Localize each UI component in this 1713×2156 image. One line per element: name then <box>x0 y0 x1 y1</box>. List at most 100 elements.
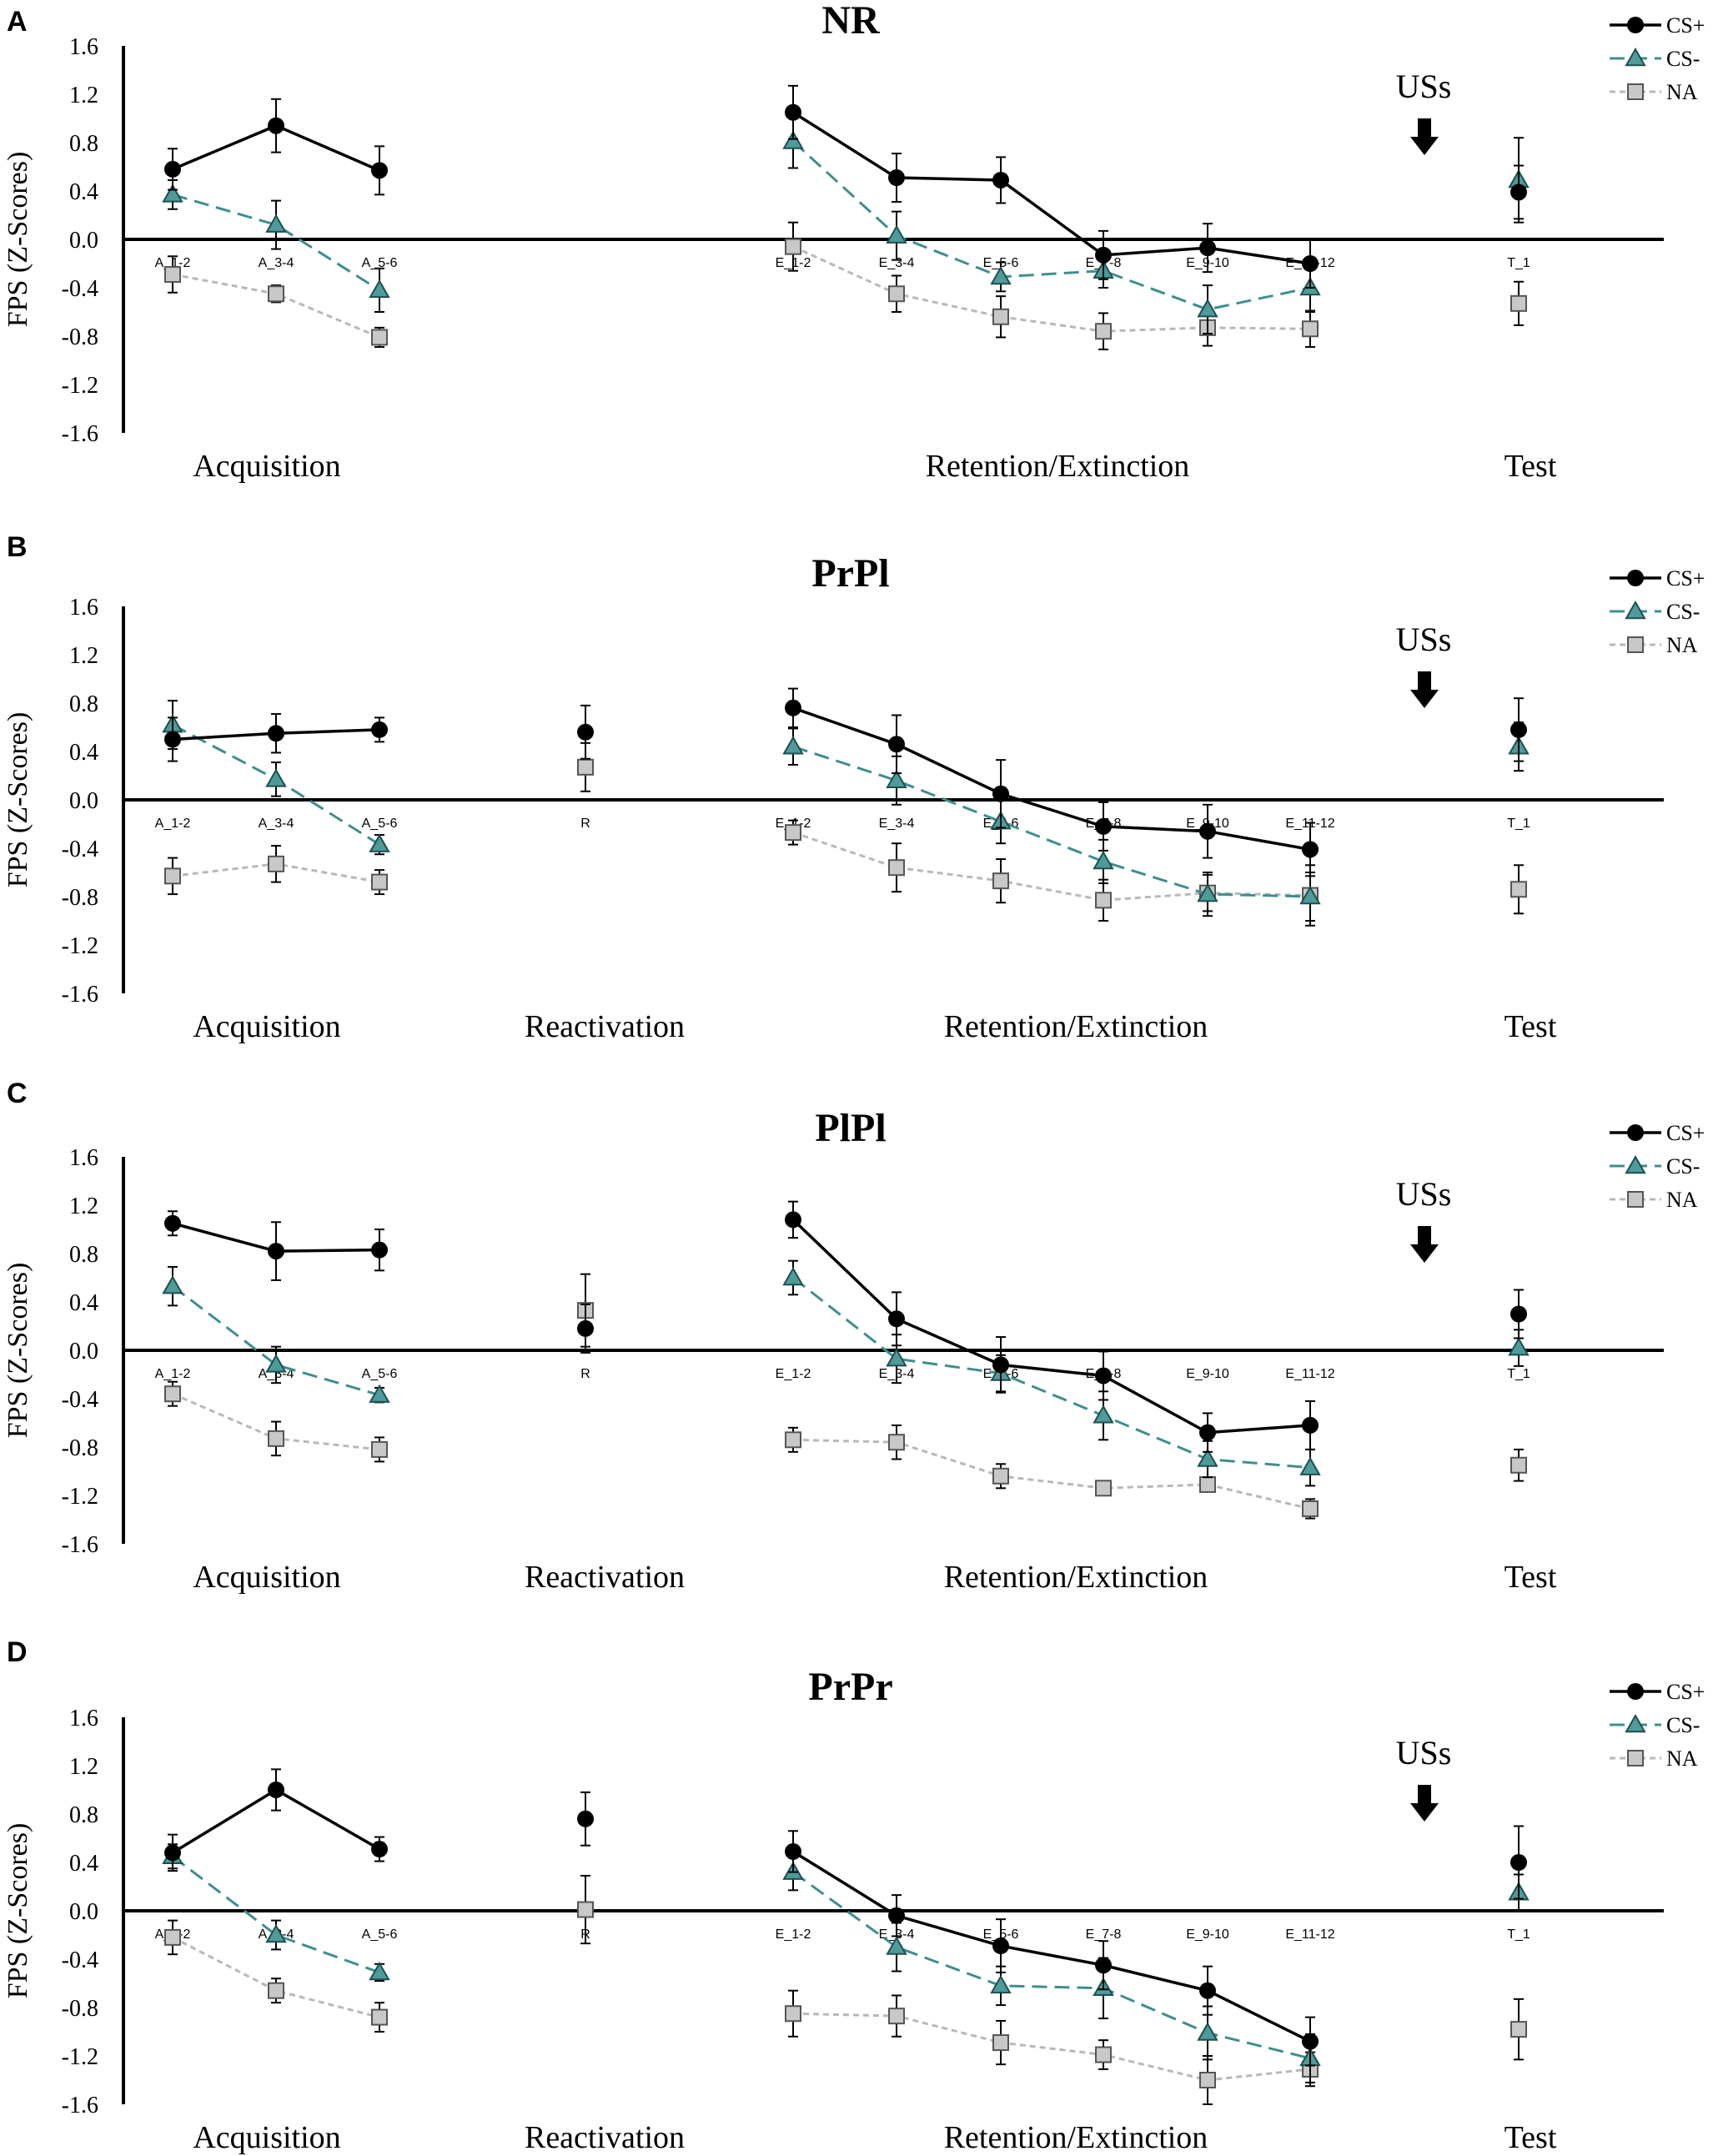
panel-a-ytick-label: -0.8 <box>62 324 98 350</box>
panel-a-csplus-point <box>992 171 1009 188</box>
legend-na-marker <box>1627 636 1644 653</box>
panel-d-na-point <box>1199 2072 1216 2088</box>
panel-c-csminus-point <box>886 1348 907 1367</box>
panel-d-xtick-label: E_7-8 <box>1086 1927 1122 1942</box>
legend-label: NA <box>1666 1746 1698 1771</box>
panel-a-na-point <box>164 266 181 284</box>
panel-a-csminus-point <box>369 279 390 299</box>
panel-c-csminus-point <box>1093 1405 1114 1424</box>
panel-d-ytick-label: -0.8 <box>62 1996 98 2022</box>
panel-b-ytick-label: 0.4 <box>69 740 98 766</box>
panel-c-csplus-point <box>1095 1367 1112 1385</box>
panel-b-csplus-point <box>1199 822 1216 840</box>
legend-na-marker <box>1627 1191 1644 1208</box>
legend-label: CS- <box>1666 600 1700 624</box>
panel-b-csplus-point <box>164 731 181 748</box>
down-arrow-icon <box>1410 1785 1439 1822</box>
panel-d-na-point <box>1095 2046 1112 2063</box>
panel-b-csplus-point <box>268 725 284 742</box>
panel-a-csplus-point <box>1302 255 1319 272</box>
panel-b-xtick-label: A_3-4 <box>259 817 294 831</box>
panel-d-xtick-label: A_5-6 <box>362 1927 398 1942</box>
panel-d-ytick-label: 0.4 <box>69 1851 98 1877</box>
panel-c-csminus-point <box>1197 1448 1218 1467</box>
panel-a-csminus-point <box>990 265 1012 285</box>
legend-label: CS+ <box>1666 13 1705 38</box>
panel-a-csplus-point <box>1199 239 1216 257</box>
panel-d-series-na-line <box>792 2012 1311 2082</box>
panel-c-xtick-label: A_1-2 <box>155 1367 191 1381</box>
panel-b-csminus-point <box>886 769 907 789</box>
panel-a-na-point <box>1510 294 1527 312</box>
panel-c-phase-label: Reactivation <box>525 1560 685 1595</box>
panel-c-csminus-point <box>162 1275 183 1294</box>
panel-a-csplus-point <box>785 103 801 121</box>
panel-b-csplus-point <box>785 699 801 716</box>
panel-b-ytick-label: -0.4 <box>62 837 98 862</box>
legend-label: CS- <box>1666 47 1700 71</box>
panel-d-ytick-label: -1.2 <box>62 2044 98 2070</box>
panel-a-csminus-point <box>265 214 287 233</box>
panel-a-ytick-label: -1.2 <box>62 373 98 399</box>
panel-b-csminus-point <box>1093 850 1114 870</box>
down-arrow-icon <box>1410 118 1439 155</box>
legend-na-marker <box>1627 1750 1644 1767</box>
panel-d-csplus-point <box>371 1841 388 1858</box>
panel-c-letter: C <box>7 1078 28 1109</box>
panel-d-letter: D <box>7 1636 28 1668</box>
panel-d-csplus-point <box>268 1782 284 1798</box>
panel-c-csminus-point <box>369 1384 390 1403</box>
panel-d-ytick-label: 0.8 <box>69 1802 98 1828</box>
panel-a-na-point <box>371 329 388 346</box>
panel-a-uss-label: USs <box>1396 68 1452 105</box>
panel-d-series-csminus-line <box>172 1855 380 1974</box>
panel-b-csplus-point <box>577 723 594 741</box>
panel-d-csplus-point <box>888 1907 905 1924</box>
panel-a-csminus-point <box>886 224 907 244</box>
panel-b-csplus-point <box>888 736 905 753</box>
panel-c-xtick-label: E_9-10 <box>1186 1367 1229 1381</box>
panel-a-csminus-point <box>782 130 804 149</box>
panel-b-na-point <box>1510 881 1527 898</box>
panel-c-csplus-point <box>785 1211 801 1229</box>
panel-b-ytick-label: -0.8 <box>62 885 98 911</box>
legend-label: NA <box>1666 80 1698 104</box>
panel-d-na-point <box>268 1982 284 1999</box>
panel-d-phase-label: Retention/Extinction <box>944 2120 1208 2155</box>
panel-b-series-csplus-line <box>792 706 1311 852</box>
panel-c-ytick-label: 0.4 <box>69 1290 98 1316</box>
panel-a-phase-label: Test <box>1505 449 1557 484</box>
panel-d-csplus-point <box>1302 2033 1319 2050</box>
panel-b-ytick-label: 1.2 <box>69 643 98 669</box>
panel-c-na-point <box>164 1385 181 1403</box>
panel-b-csminus-point <box>1299 885 1321 905</box>
panel-d-ytick-label: -1.6 <box>62 2093 98 2118</box>
panel-b-phase-label: Reactivation <box>525 1009 685 1044</box>
panel-c-csplus-point <box>1302 1416 1319 1434</box>
panel-d-csminus-point <box>990 1974 1012 1994</box>
panel-b-series-csminus-line <box>792 745 1311 898</box>
panel-c-na-point <box>268 1430 284 1447</box>
panel-b-ytick-label: 0.8 <box>69 691 98 717</box>
panel-d-na-point <box>785 2005 801 2023</box>
panel-d-na-point <box>577 1901 594 1918</box>
legend-label: NA <box>1666 1188 1698 1212</box>
panel-d-ytick-label: -0.4 <box>62 1947 98 1973</box>
panel-c-na-point <box>785 1431 801 1449</box>
panel-c-ytick-label: -0.4 <box>62 1387 98 1413</box>
panel-a-ylabel: FPS (Z-Scores) <box>3 152 33 328</box>
panel-a-ytick-label: 0.0 <box>69 228 98 254</box>
panel-a-series-na-line <box>172 273 380 339</box>
panel-b-csminus-point <box>782 736 804 755</box>
panel-a-csplus-point <box>371 162 388 179</box>
panel-b-na-point <box>577 758 594 776</box>
panel-d-csplus-point <box>1199 1982 1216 1999</box>
panel-d-xtick-label: E_1-2 <box>776 1927 811 1942</box>
panel-a-xtick-label: A_3-4 <box>259 256 294 270</box>
panel-b-xtick-label: R <box>580 817 590 831</box>
panel-b-title: PrPl <box>811 551 889 596</box>
panel-d-csminus-point <box>886 1936 907 1955</box>
panel-d-uss-label: USs <box>1396 1734 1452 1772</box>
panel-a-series-na-line <box>792 245 1311 333</box>
panel-d-ytick-label: 0.0 <box>69 1899 98 1925</box>
